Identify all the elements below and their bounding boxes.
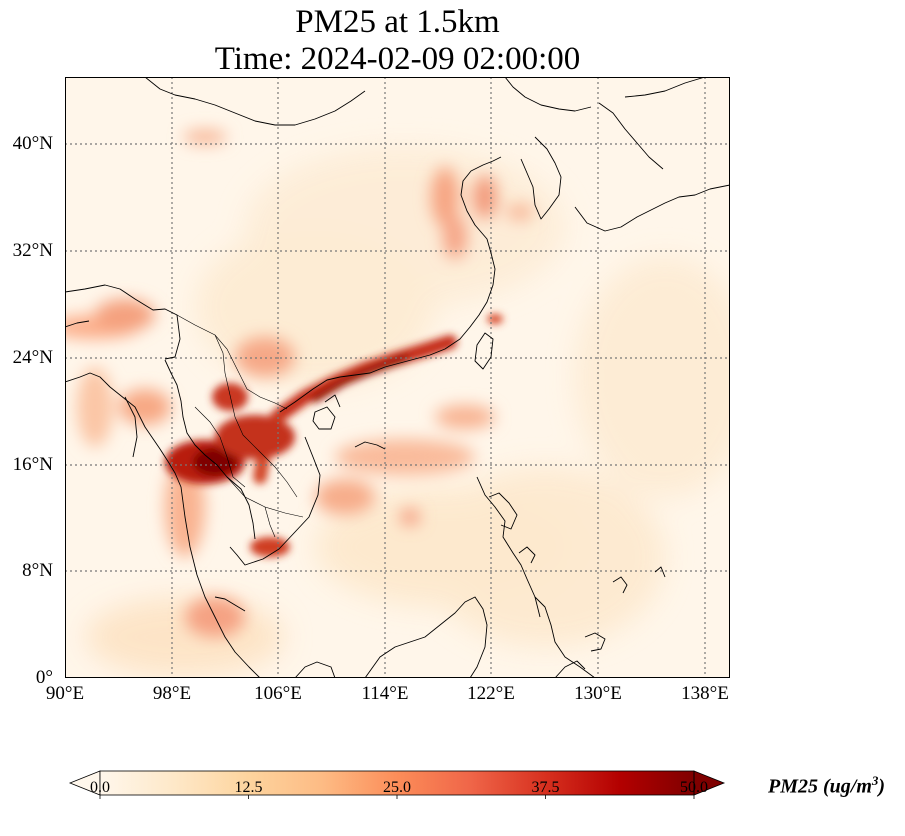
lon-tick-138e: 138°E — [681, 683, 729, 704]
lat-tick-0: 0° — [35, 667, 53, 688]
colorbar-label-exponent: 3 — [871, 773, 879, 788]
map-title: PM25 at 1.5km — [295, 4, 500, 40]
colorbar-tick-0: 0.0 — [90, 779, 110, 796]
lon-tick-98e: 98°E — [152, 683, 192, 704]
lon-tick-106e: 106°E — [254, 683, 302, 704]
colorbar-tick-37-5: 37.5 — [531, 779, 560, 796]
pm25-field-hotspots — [165, 314, 503, 557]
lon-tick-90e: 90°E — [45, 683, 85, 704]
map-subtitle-time: Time: 2024-02-09 02:00:00 — [214, 41, 581, 77]
pm25-field-plumes — [65, 130, 534, 637]
lat-tick-24n: 24°N — [12, 347, 53, 368]
lat-tick-32n: 32°N — [12, 240, 53, 261]
lat-tick-40n: 40°N — [12, 133, 53, 154]
coastlines — [65, 77, 730, 678]
colorbar-label: PM25 (ug/m3) — [768, 773, 885, 799]
lon-tick-114e: 114°E — [361, 683, 409, 704]
colorbar-label-text: PM25 (ug/m — [768, 775, 872, 798]
lat-tick-16n: 16°N — [12, 454, 53, 475]
lon-tick-122e: 122°E — [467, 683, 515, 704]
colorbar-tick-25: 25.0 — [383, 779, 411, 796]
country-borders — [176, 314, 304, 538]
colorbar-tick-12-5: 12.5 — [234, 779, 263, 796]
colorbar — [68, 770, 726, 799]
colorbar-tick-marks — [99, 795, 695, 799]
colorbar-tick-50: 50.0 — [680, 779, 708, 796]
map-gridlines — [65, 77, 730, 678]
colorbar-label-close: ) — [878, 775, 886, 798]
lat-tick-8n: 8°N — [22, 560, 53, 581]
lon-tick-130e: 130°E — [574, 683, 622, 704]
map-panel — [65, 77, 730, 678]
map-frame — [65, 77, 730, 678]
colorbar-gradient — [100, 771, 694, 795]
